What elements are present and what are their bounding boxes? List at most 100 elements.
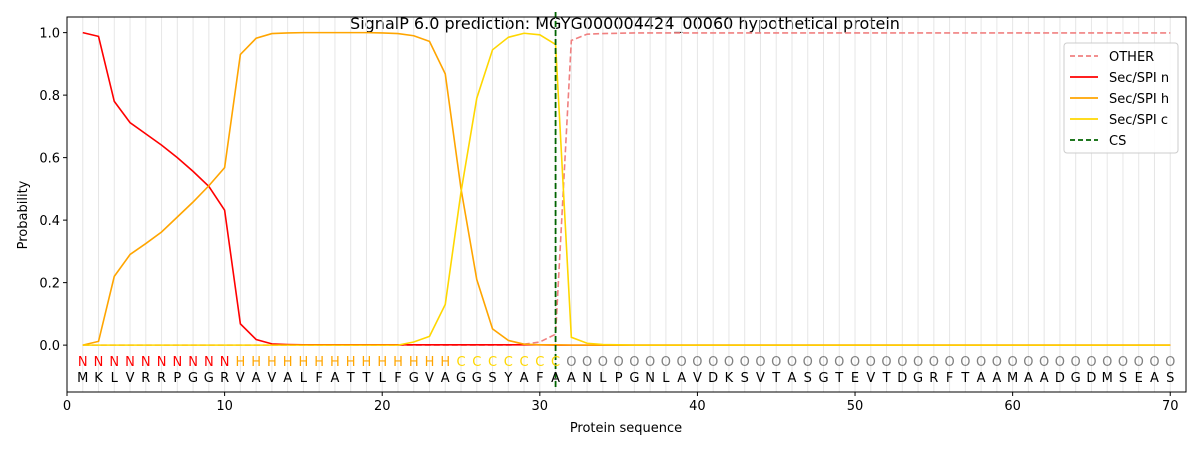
region-label: O [677,355,687,370]
region-label: O [724,355,734,370]
region-label: C [504,355,513,370]
x-tick-label: 60 [1004,399,1021,414]
residue-letter: M [1102,371,1113,386]
region-label: H [346,355,356,370]
region-label: N [220,355,230,370]
residue-letter: P [615,371,623,386]
residue-letter: V [267,371,276,386]
residue-letter: V [756,371,765,386]
residue-letter: L [300,371,308,386]
region-label: C [456,355,465,370]
residue-letter: A [441,371,450,386]
residue-letter: V [693,371,702,386]
region-label: O [1102,355,1112,370]
region-label: O [787,355,797,370]
x-axis: 0 10 20 30 40 50 60 70 [63,392,1179,414]
residue-letter: G [913,371,923,386]
region-label: O [1165,355,1175,370]
region-label: H [440,355,450,370]
region-label: O [866,355,876,370]
region-label: O [614,355,624,370]
residue-letter: A [1024,371,1033,386]
region-label: O [629,355,639,370]
residue-letter: A [1150,371,1159,386]
region-label: H [409,355,419,370]
region-label: N [172,355,182,370]
residue-letter: A [788,371,797,386]
residue-letter: D [897,371,907,386]
x-tick-label: 70 [1162,399,1179,414]
residue-letter: S [1119,371,1127,386]
residue-letter: N [582,371,592,386]
region-label: H [283,355,293,370]
chart-title: SignalP 6.0 prediction: MGYG000004424_00… [350,14,900,34]
residue-letter: T [960,371,969,386]
residue-letter: M [77,371,88,386]
residue-letter: G [472,371,482,386]
y-tick-label: 0.0 [39,339,60,354]
residue-letter: S [1166,371,1174,386]
region-label: O [1149,355,1159,370]
residue-letter: V [126,371,135,386]
residue-letter: D [708,371,718,386]
residue-letter: A [283,371,292,386]
region-label: H [235,355,245,370]
legend-entry: Sec/SPI n [1109,71,1169,86]
region-label: N [109,355,119,370]
series-line-sec-spi-h [82,31,1171,346]
legend: OTHER Sec/SPI n Sec/SPI h Sec/SPI c CS [1063,42,1179,154]
region-label: N [78,355,88,370]
region-label: N [157,355,167,370]
residue-letter: T [361,371,370,386]
residue-letter: S [488,371,496,386]
sequence-track: NMNKNLNVNRNRNPNGNGNRHVHAHVHAHLHFHAHTHTHL… [77,355,1175,386]
residue-letter: A [252,371,261,386]
region-label: N [94,355,104,370]
y-tick-label: 0.6 [39,152,60,167]
region-label: O [1055,355,1065,370]
residue-letter: G [188,371,198,386]
y-tick-label: 0.4 [39,214,60,229]
region-label: O [992,355,1002,370]
residue-letter: A [551,371,560,386]
residue-letter: T [882,371,891,386]
region-label: O [960,355,970,370]
region-label: O [1134,355,1144,370]
region-label: O [803,355,813,370]
residue-letter: S [741,371,749,386]
legend-entry: Sec/SPI c [1109,113,1168,128]
residue-letter: G [818,371,828,386]
residue-letter: F [536,371,543,386]
region-label: N [125,355,135,370]
x-axis-label: Protein sequence [570,421,682,436]
region-label: O [1008,355,1018,370]
residue-letter: V [425,371,434,386]
residue-letter: G [204,371,214,386]
region-label: O [755,355,765,370]
y-tick-label: 0.2 [39,277,60,292]
region-label: O [913,355,923,370]
region-label: N [204,355,214,370]
region-label: O [598,355,608,370]
region-label: O [1086,355,1096,370]
region-label: O [976,355,986,370]
residue-letter: A [677,371,686,386]
region-label: O [692,355,702,370]
region-label: O [661,355,671,370]
region-label: H [425,355,435,370]
region-label: H [251,355,261,370]
region-label: C [551,355,560,370]
region-label: O [1071,355,1081,370]
residue-letter: F [394,371,401,386]
region-label: O [850,355,860,370]
residue-letter: R [929,371,938,386]
series-line-sec-spi-n [82,31,1171,346]
x-tick-label: 10 [216,399,233,414]
region-label: O [929,355,939,370]
x-tick-label: 0 [63,399,71,414]
residue-letter: S [804,371,812,386]
residue-letter: M [1007,371,1018,386]
residue-letter: T [834,371,843,386]
region-label: N [188,355,198,370]
region-label: H [393,355,403,370]
